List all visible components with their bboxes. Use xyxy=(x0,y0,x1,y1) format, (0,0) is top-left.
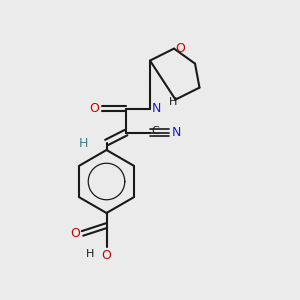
Text: H: H xyxy=(86,249,94,259)
Text: C: C xyxy=(151,126,159,136)
Text: H: H xyxy=(169,97,177,107)
Text: N: N xyxy=(172,126,181,139)
Text: O: O xyxy=(102,249,111,262)
Text: O: O xyxy=(70,227,80,240)
Text: O: O xyxy=(90,102,100,115)
Text: N: N xyxy=(152,102,161,115)
Text: O: O xyxy=(176,42,185,55)
Text: H: H xyxy=(79,137,88,150)
